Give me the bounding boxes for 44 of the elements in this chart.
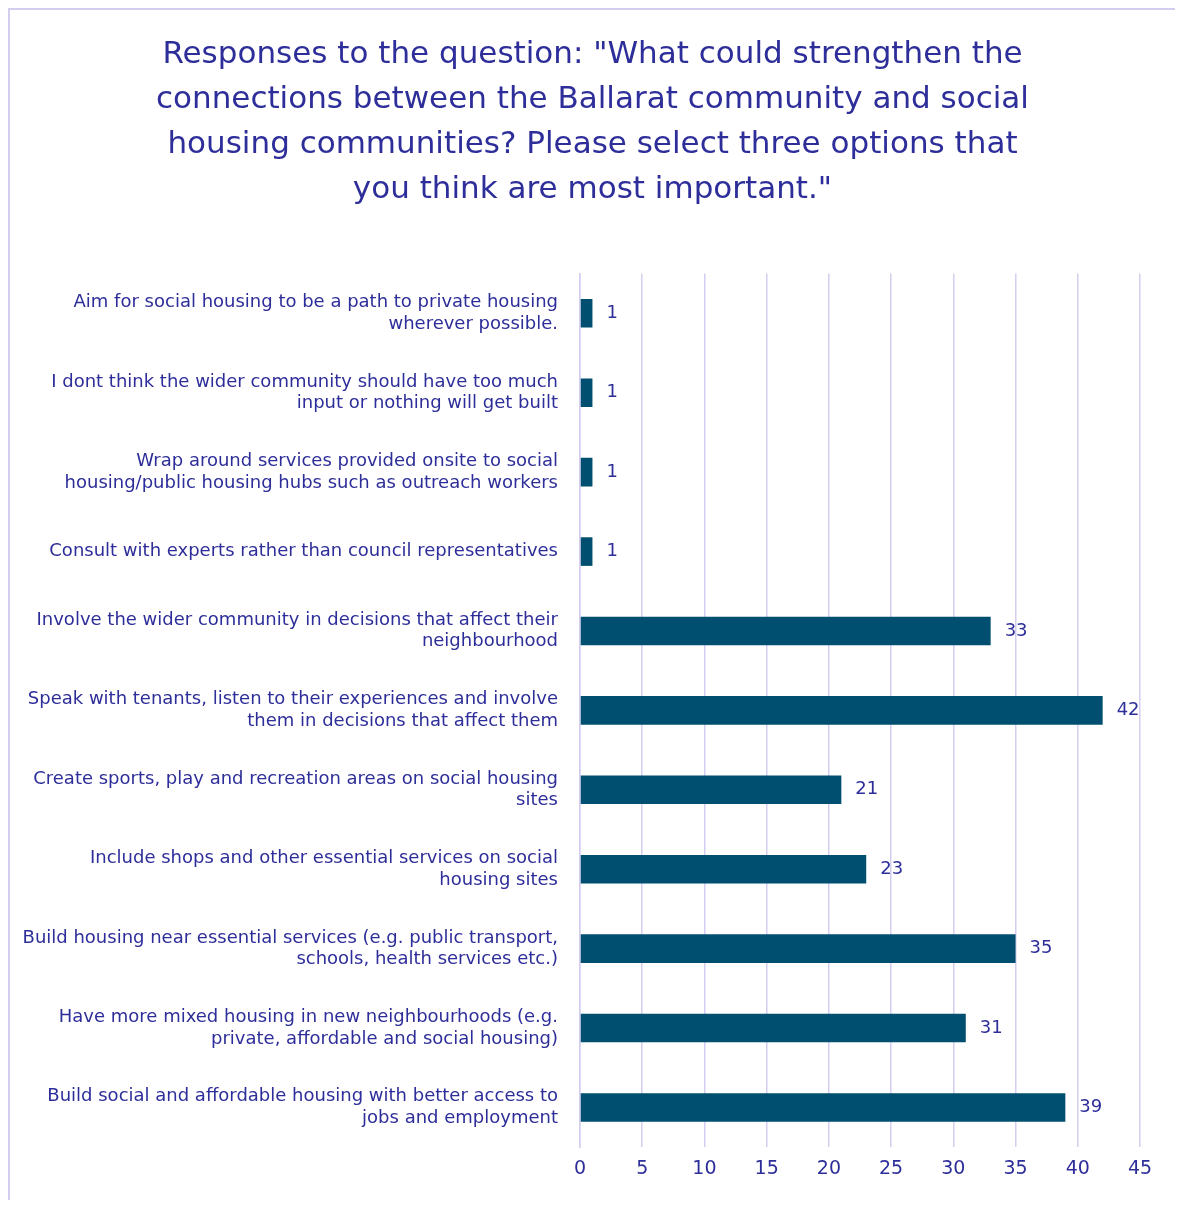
x-tick-label: 20 xyxy=(816,1155,841,1178)
data-label: 35 xyxy=(1029,936,1053,958)
x-tick-label: 40 xyxy=(1065,1155,1090,1178)
bar xyxy=(580,378,593,408)
x-tick-label: 5 xyxy=(636,1155,649,1178)
data-label: 23 xyxy=(880,856,904,878)
y-tick-label: Have more mixed housing in new neighbourhoods (e.g. private, affordable and social housing) xyxy=(58,1004,558,1048)
y-tick-label: I dont think the wider community should have too much input or nothing will get built xyxy=(51,369,558,413)
data-label: 42 xyxy=(1116,698,1140,720)
bar xyxy=(580,854,867,884)
bar xyxy=(580,1093,1066,1122)
data-label: 33 xyxy=(1004,618,1028,640)
bar xyxy=(580,537,593,566)
data-label: 1 xyxy=(606,300,618,322)
bar xyxy=(580,1013,966,1043)
y-tick-label: Create sports, play and recreation areas on social housing sites xyxy=(33,766,558,810)
data-label: 21 xyxy=(855,777,879,799)
x-tick-label: 15 xyxy=(754,1155,779,1178)
y-tick-label: Aim for social housing to be a path to private housing wherever possible. xyxy=(73,290,558,333)
y-tick-label: Involve the wider community in decisions that affect their neighbourhood xyxy=(36,607,559,651)
data-label: 1 xyxy=(606,539,618,561)
y-tick-label: Build social and affordable housing with better access to jobs and employment xyxy=(47,1084,558,1127)
data-label: 31 xyxy=(979,1015,1003,1037)
data-label: 39 xyxy=(1079,1095,1103,1117)
y-tick-label: Include shops and other essential services on social housing sites xyxy=(90,846,558,889)
bar xyxy=(580,775,842,805)
x-tick-label: 45 xyxy=(1127,1155,1153,1178)
data-label: 1 xyxy=(606,459,618,481)
bar xyxy=(580,299,593,328)
y-tick-label: Speak with tenants, listen to their experiences and involve them in decisions that affect them xyxy=(27,687,558,730)
y-tick-label: Build housing near essential services (e.g. public transport, schools, health services etc.) xyxy=(22,925,558,969)
bar xyxy=(580,696,1103,725)
x-tick-label: 0 xyxy=(573,1155,587,1178)
x-tick-label: 35 xyxy=(1003,1155,1028,1178)
chart-title: Responses to the question: "What could strengthen the connections between the Ballarat community and social housing communities? Please select three options that you think are most important." xyxy=(155,33,1030,207)
y-tick-label: Wrap around services provided onsite to social housing/public housing hubs such as outreach workers xyxy=(64,449,558,492)
bar xyxy=(580,616,991,646)
y-tick-label: Consult with experts rather than council representatives xyxy=(49,539,558,561)
bar xyxy=(580,934,1016,963)
bar xyxy=(580,457,593,487)
data-label: 1 xyxy=(606,380,618,402)
x-tick-label: 25 xyxy=(879,1155,904,1178)
x-tick-label: 30 xyxy=(941,1155,966,1178)
x-tick-label: 10 xyxy=(692,1155,717,1178)
